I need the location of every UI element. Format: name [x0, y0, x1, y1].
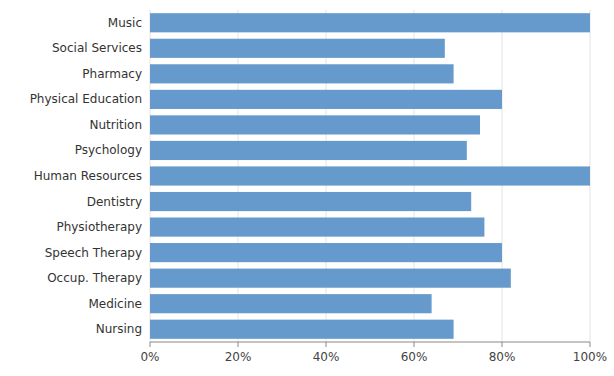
tick-mark [502, 342, 503, 347]
bar [150, 115, 480, 134]
tick-label: 60% [401, 350, 428, 364]
bar [150, 166, 590, 185]
tick-label: 0% [140, 350, 159, 364]
bar [150, 192, 471, 211]
category-label: Nutrition [89, 118, 142, 132]
bar [150, 39, 445, 58]
category-label: Medicine [88, 297, 142, 311]
category-label: Physical Education [30, 92, 142, 106]
bar [150, 243, 502, 262]
category-label: Nursing [96, 322, 142, 336]
category-label: Occup. Therapy [47, 271, 142, 285]
bars [150, 13, 590, 339]
category-label: Pharmacy [82, 67, 142, 81]
x-grid [150, 10, 590, 342]
bar [150, 269, 511, 288]
x-axis-line [150, 342, 590, 343]
bar [150, 218, 484, 237]
category-label: Speech Therapy [45, 246, 142, 260]
tick-mark [414, 342, 415, 347]
y-labels: Music Social Services Pharmacy Physical Edu… [30, 16, 142, 336]
tick-mark [590, 342, 591, 347]
category-label: Music [108, 16, 142, 30]
tick-mark [238, 342, 239, 347]
tick-mark [326, 342, 327, 347]
tick-label: 100% [573, 350, 607, 364]
tick-label: 40% [313, 350, 340, 364]
chart-svg: 0% 20% 40% 60% 80% 100% Music Social Services Ph… [0, 0, 614, 376]
category-label: Physiotherapy [56, 220, 142, 234]
tick-label: 20% [225, 350, 252, 364]
tick-label: 80% [489, 350, 516, 364]
bar [150, 13, 590, 32]
bar [150, 294, 432, 313]
category-label: Dentistry [87, 195, 142, 209]
category-label: Social Services [52, 41, 142, 55]
x-ticks: 0% 20% 40% 60% 80% 100% [140, 342, 607, 364]
chart-container: 0% 20% 40% 60% 80% 100% Music Social Services Ph… [0, 0, 614, 376]
tick-mark [150, 342, 151, 347]
bar [150, 320, 454, 339]
bar [150, 141, 467, 160]
bar [150, 90, 502, 109]
category-label: Human Resources [34, 169, 142, 183]
category-label: Psychology [75, 143, 142, 157]
bar [150, 64, 454, 83]
